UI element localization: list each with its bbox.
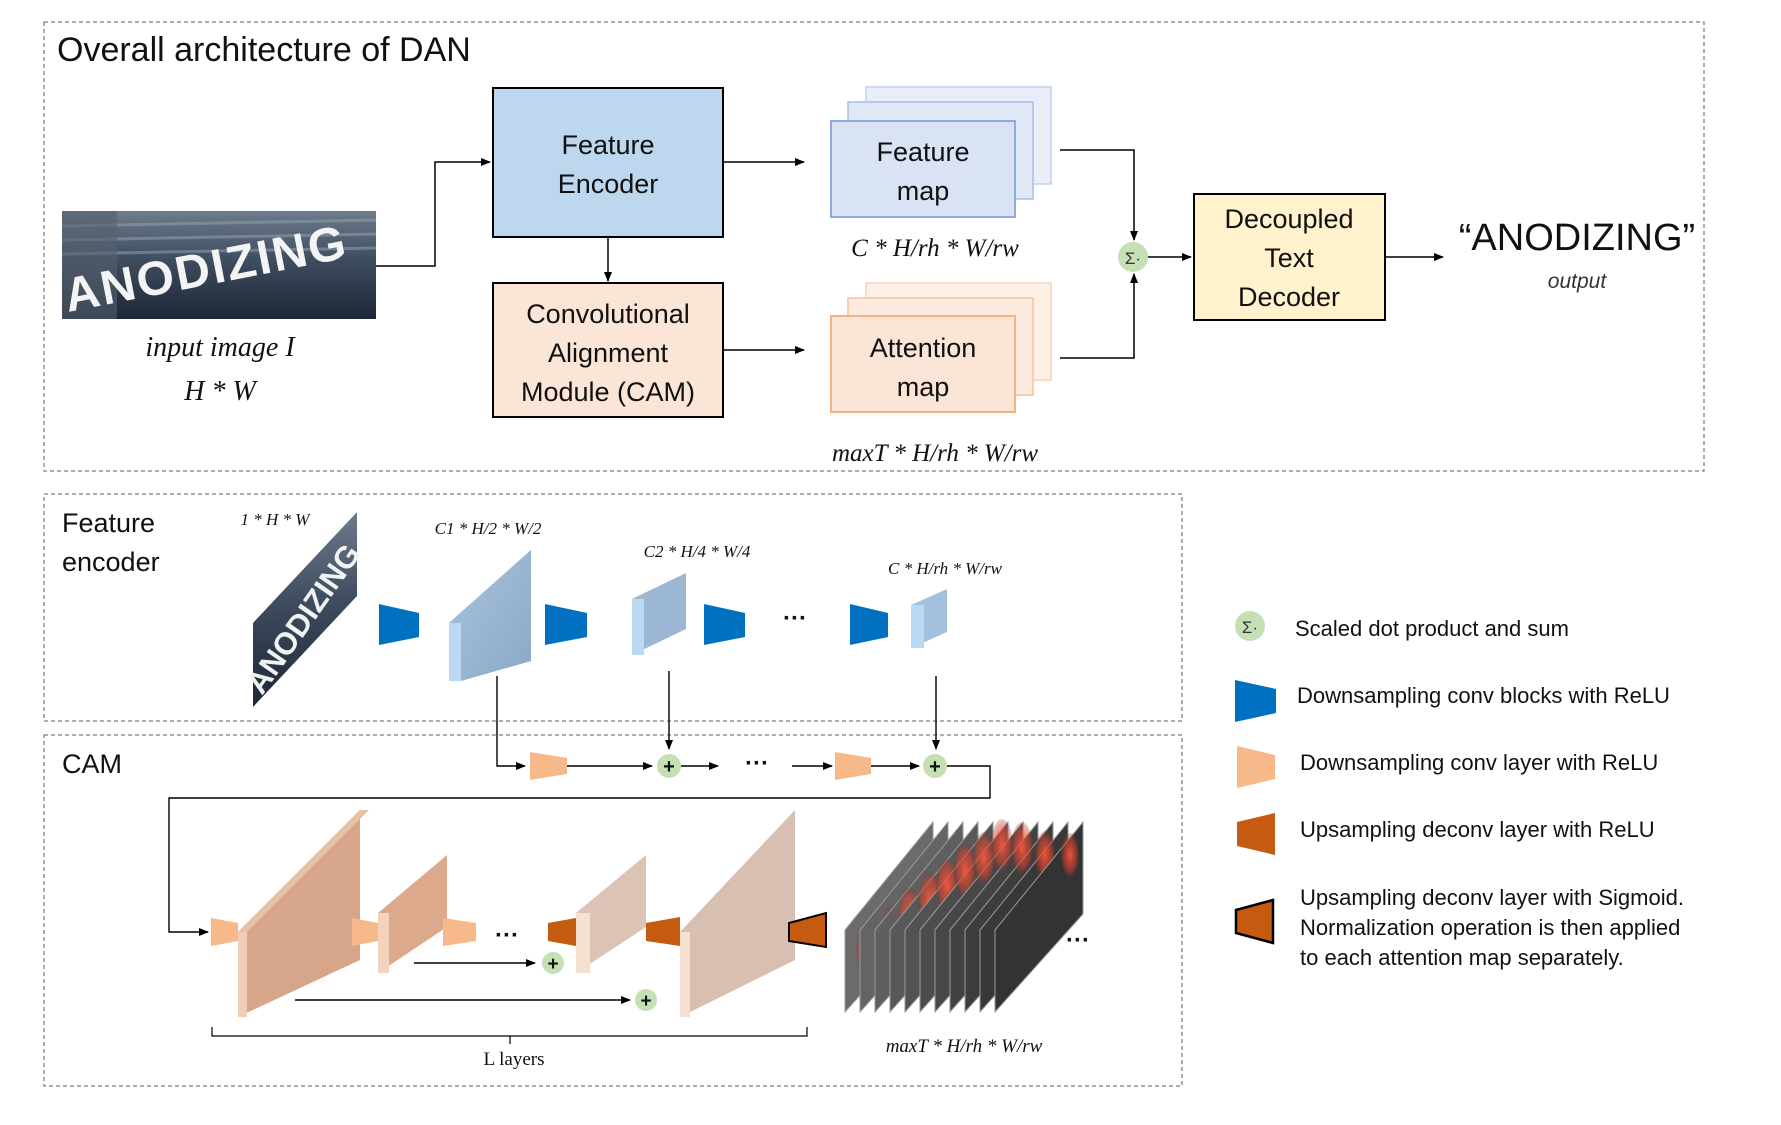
overall-panel [43,21,1705,472]
attention-map-label-2: map [897,372,950,402]
arrow-input-to-encoder [376,158,491,267]
sum-symbol: Σ· [1125,249,1141,268]
downsampling-block-3 [704,604,745,645]
feature-map-dims: C * H/rh * W/rw [851,235,1019,262]
layers-brace [211,1027,808,1037]
arrow-feature-map-to-sum [1060,149,1138,241]
feature-slab-3 [911,589,947,648]
decoder-box [1193,193,1386,321]
legend-item-6: Normalization operation is then applied [1300,915,1680,940]
legend-item-5: Upsampling deconv layer with Sigmoid. [1300,885,1684,910]
legend-item-4: Upsampling deconv layer with ReLU [1300,817,1655,842]
cam-label-2: Alignment [548,338,669,368]
cam-label-1: Convolutional [526,299,690,329]
cam-slab-4 [680,810,795,1017]
legend-item-3: Downsampling conv layer with ReLU [1300,750,1658,775]
cam-skip-sum-2-plus: + [640,991,651,1012]
decoder-label-2: Text [1264,243,1314,273]
attention-map-stack [830,282,1052,413]
downsampling-block-2 [545,604,587,645]
encoder-input-image: ANODIZING [239,512,368,707]
legend-downsampling-block-icon [1235,680,1276,722]
downsampling-block-4 [850,604,888,645]
feature-map-label-2: map [897,176,950,206]
feature-encoder-label-1: Feature [561,130,654,160]
cam-slab-3 [576,855,646,973]
encoder-panel [43,493,1183,722]
encoder-panel-title-1: Feature [62,508,155,538]
overall-title: Overall architecture of DAN [57,31,471,69]
dim-final: C * H/rh * W/rw [888,559,1003,578]
attention-map-label-1: Attention [870,333,977,363]
dim-input: 1 * H * W [241,510,312,529]
cam-sum-2 [923,754,947,778]
dim-stage1: C1 * H/2 * W/2 [435,519,542,538]
cam-downsample-5 [443,918,476,946]
attention-map-dims: maxT * H/rh * W/rw [832,440,1038,467]
legend-upsampling-sigmoid-icon [1234,898,1275,945]
feature-slab-2 [632,573,686,655]
cam-bottom-ellipsis-1: ··· [495,922,519,949]
cam-skip-sum-1 [542,952,564,974]
cam-upsample-sigmoid [788,911,827,949]
feature-map-stack [830,86,1052,218]
output-text: “ANODIZING” [1459,217,1695,259]
arrow-attention-map-to-sum [1060,273,1138,359]
legend-downsampling-layer-icon [1237,746,1275,788]
cam-downsample-4 [352,918,378,946]
cam-sum-1-plus: + [663,756,675,778]
legend-item-2: Downsampling conv blocks with ReLU [1297,683,1670,708]
downsampling-block-1 [379,604,419,645]
legend-sum-icon [1235,611,1265,641]
cam-top-ellipsis: ··· [745,750,769,777]
decoder-label-1: Decoupled [1224,204,1353,234]
output-caption: output [1548,270,1608,293]
legend-item-7: to each attention map separately. [1300,945,1624,970]
scaled-dot-product-icon [1118,242,1148,272]
dim-stage2: C2 * H/4 * W/4 [644,542,751,561]
legend-item-1: Scaled dot product and sum [1295,616,1569,641]
arrow-return-path [168,765,991,936]
cam-panel-title: CAM [62,749,122,779]
decoder-label-3: Decoder [1238,282,1340,312]
cam-upsample-1 [548,918,576,946]
attention-output-stack [844,819,1084,1014]
feature-encoder-label-2: Encoder [558,169,659,199]
cam-sum-2-plus: + [929,756,941,778]
feature-slab-1 [449,550,531,681]
cam-downsample-3 [211,918,238,946]
cam-sum-1 [657,754,681,778]
cam-skip-sum-2 [635,989,657,1011]
layers-label: L layers [483,1049,544,1070]
encoder-ellipsis: ··· [783,605,807,632]
legend-sum-icon-symbol: Σ· [1242,618,1258,637]
encoder-panel-title-2: encoder [62,547,160,577]
legend-upsampling-relu-icon [1237,813,1275,855]
cam-panel [43,734,1183,1087]
cam-downsample-1 [530,752,567,780]
cam-downsample-2 [835,752,871,780]
legend: Σ· Scaled dot product and sum Downsampli… [1234,611,1684,970]
arrow-slab1-to-cam [496,676,526,770]
cam-upsample-2 [646,917,680,946]
attention-output-dims: maxT * H/rh * W/rw [886,1036,1043,1057]
input-image: ANODIZING [60,211,377,323]
input-caption: input image I [145,332,296,363]
cam-skip-sum-1-plus: + [547,954,558,975]
cam-label-3: Module (CAM) [521,377,695,407]
cam-slab-2 [378,855,447,973]
attention-output-ellipsis: ··· [1066,927,1090,954]
cam-slab-1 [238,810,369,1017]
feature-map-label-1: Feature [876,137,969,167]
input-size: H * W [183,376,258,407]
feature-encoder-box [492,87,724,238]
